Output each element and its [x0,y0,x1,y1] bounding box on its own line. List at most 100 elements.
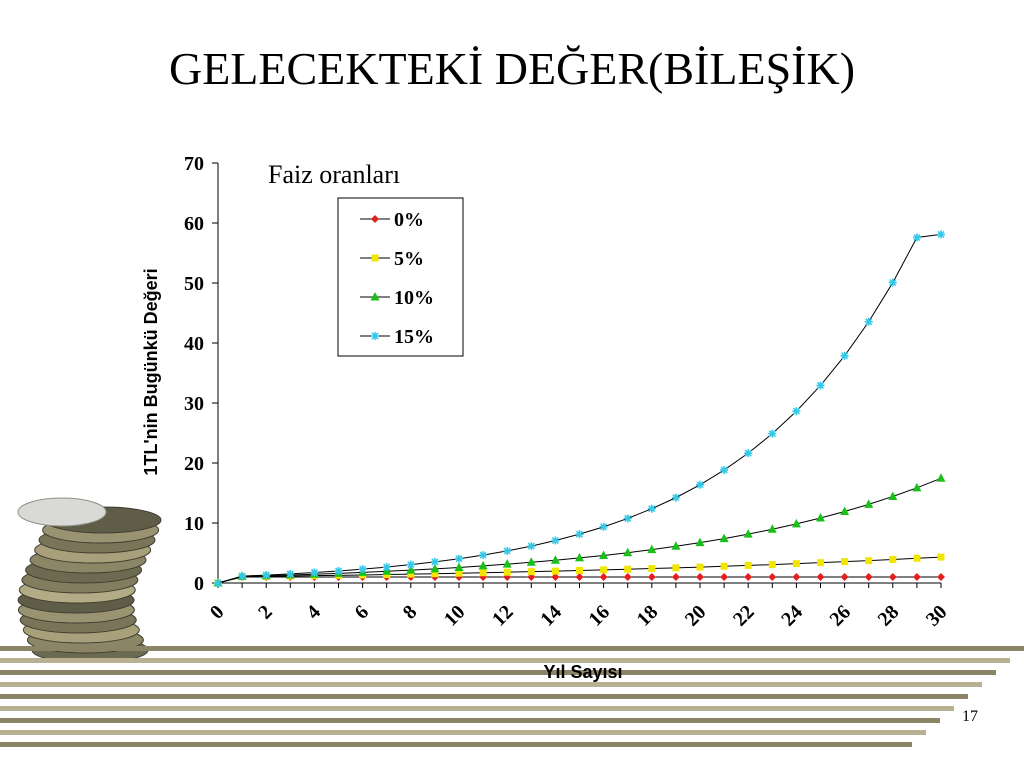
data-point [624,565,632,573]
y-axis-label: 1TL'nin Bugünkü Değeri [141,268,161,475]
stripe [0,646,1024,651]
data-point [527,568,535,576]
data-point [913,554,921,562]
legend-item: 5% [360,248,424,270]
data-point [816,381,825,390]
stripe [0,670,996,675]
x-tick-label: 18 [633,601,663,631]
data-point [888,573,897,581]
x-tick-label: 0 [206,601,229,624]
data-point [575,530,584,539]
series-15-percent [214,230,945,587]
data-point [864,573,873,581]
x-tick-label: 24 [777,601,807,631]
data-point [937,553,945,561]
x-tick-label: 12 [488,601,518,631]
stripe [0,682,982,687]
stripe [0,742,912,747]
data-point [503,546,512,555]
data-point [371,332,379,340]
data-point [720,466,729,475]
data-point [648,565,656,573]
x-tick-label: 6 [351,601,374,624]
stripe [0,730,926,735]
data-point [334,566,343,575]
data-point [214,579,222,587]
data-point [551,536,560,545]
data-point [310,568,319,577]
data-point [720,562,728,570]
x-tick-label: 30 [922,601,952,631]
data-point [792,560,800,568]
data-point [454,562,464,571]
legend-box [337,197,464,357]
data-point [550,555,560,564]
data-point [792,573,801,581]
data-point [407,570,415,578]
legend-label: 10% [394,287,434,309]
x-tick-label: 4 [302,601,325,624]
legend-item: 0% [360,209,424,231]
data-point [238,572,247,581]
data-point [647,544,657,554]
data-point [576,567,583,575]
legend-item: 15% [360,326,434,348]
data-point [744,573,753,581]
y-tick-label: 30 [184,393,204,415]
data-point [623,514,632,523]
stripe [0,658,1010,663]
data-point [430,563,440,573]
data-point [841,558,849,566]
data-point [526,557,536,566]
x-tick-label: 22 [729,601,759,631]
stripe [0,706,954,711]
data-point [767,524,777,533]
data-point [816,573,825,581]
data-point [720,573,729,581]
data-point [937,230,945,239]
x-axis-label: Yıl Sayısı [543,662,622,682]
data-point [479,551,488,560]
x-tick-label: 2 [254,601,277,624]
x-tick-label: 26 [825,601,855,631]
data-point [599,522,608,531]
data-point [671,573,680,581]
legend-label: 0% [394,209,424,231]
data-point [937,573,945,581]
legend-label: 5% [394,248,424,270]
data-point [840,506,850,515]
data-point [527,542,536,551]
data-point [478,560,488,570]
y-tick-label: 70 [184,153,204,175]
data-point [840,351,849,360]
stripe [0,694,968,699]
data-point [888,278,897,287]
data-point [575,573,584,581]
stripe [0,718,940,723]
data-point [768,573,777,581]
x-tick-label: 8 [399,601,422,624]
page-number: 17 [962,708,978,725]
x-tick-label: 10 [440,601,470,631]
data-point [551,567,559,575]
data-point [599,573,608,581]
decorative-stripes [0,646,1024,747]
data-point [912,233,921,242]
slide-title: GELECEKTEKİ DEĞER(BİLEŞİK) [168,43,856,94]
data-point [865,557,873,565]
x-tick-label: 16 [584,601,614,631]
data-point [503,568,511,576]
x-tick-label: 14 [536,601,566,631]
data-point [455,554,463,563]
chart-series [213,230,946,587]
data-point [768,561,776,569]
data-point [696,480,704,489]
data-point [889,555,897,563]
legend-label: 15% [394,326,434,348]
data-point [672,564,680,572]
data-point [431,570,439,578]
y-tick-label: 40 [184,333,204,355]
data-point [551,573,560,581]
y-tick-label: 50 [184,273,204,295]
data-point [744,449,753,458]
